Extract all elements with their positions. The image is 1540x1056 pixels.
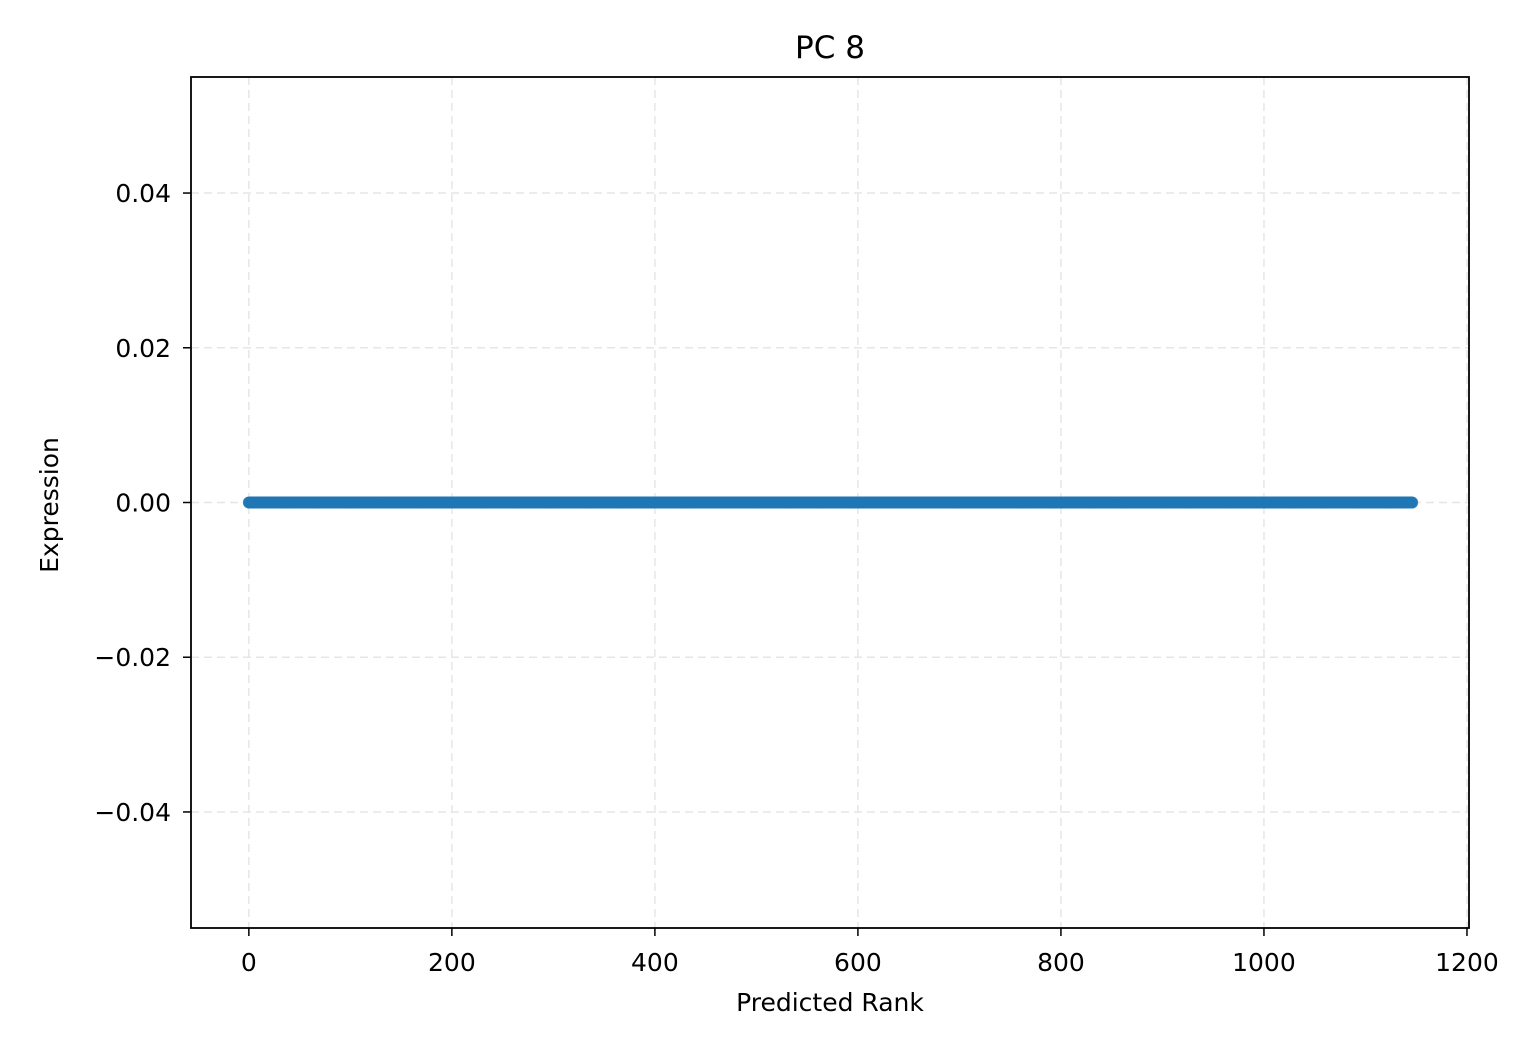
x-tick-label: 400 — [631, 948, 679, 977]
y-tick-label: −0.02 — [94, 643, 171, 672]
x-tick-label: 200 — [428, 948, 476, 977]
y-tick-label: 0.04 — [115, 179, 171, 208]
y-axis-label: Expression — [35, 437, 64, 573]
y-ticks: 0.04 0.02 0.00 −0.02 −0.04 — [94, 179, 191, 827]
data-layer — [242, 496, 1419, 509]
x-tick-label: 0 — [241, 948, 257, 977]
x-axis-label: Predicted Rank — [736, 988, 924, 1017]
x-tick-label: 1000 — [1232, 948, 1296, 977]
y-tick-label: −0.04 — [94, 798, 171, 827]
chart-title: PC 8 — [795, 30, 865, 66]
data-point — [1406, 496, 1419, 509]
y-tick-label: 0.02 — [115, 334, 171, 363]
x-tick-label: 1200 — [1435, 948, 1499, 977]
x-tick-label: 600 — [834, 948, 882, 977]
x-tick-label: 800 — [1037, 948, 1085, 977]
x-ticks: 0 200 400 600 800 1000 1200 — [241, 928, 1499, 977]
y-tick-label: 0.00 — [115, 489, 171, 518]
